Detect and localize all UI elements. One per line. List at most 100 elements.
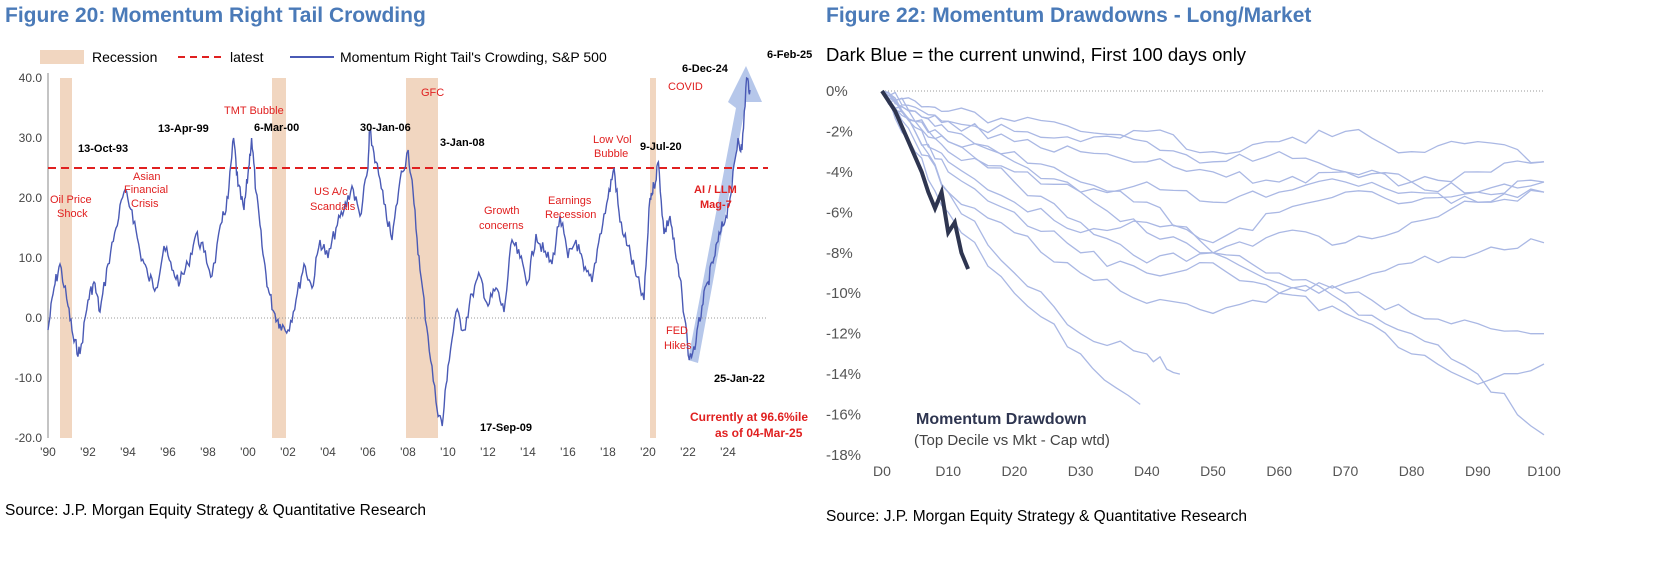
left-y-tick-label: 30.0 (19, 131, 43, 145)
left-x-tick-label: '04 (320, 445, 336, 459)
right-y-tick-label: 0% (826, 83, 848, 100)
ann-gfc: GFC (421, 87, 444, 99)
inner-subtitle: (Top Decile vs Mkt - Cap wtd) (914, 432, 1110, 449)
left-source: Source: J.P. Morgan Equity Strategy & Qu… (5, 502, 427, 519)
legend-recession-label: Recession (92, 49, 157, 65)
ann-growth: Growth (484, 205, 519, 217)
recession-band-3 (650, 78, 656, 438)
left-x-tick-label: '20 (640, 445, 656, 459)
left-axes: 40.0 30.0 20.0 10.0 0.0 -10.0 -20.0'90 '92 '94 '9… (15, 71, 768, 459)
historical-drawdown-line (881, 90, 1545, 244)
legend-recession-swatch (40, 50, 84, 64)
trend-arrow (688, 66, 762, 363)
left-x-tick-label: '90 (40, 445, 56, 459)
left-annotations: 13-Oct-93 13-Apr-99 6-Mar-00 30-Jan-06 3… (50, 49, 812, 440)
historical-drawdown-line (881, 90, 1545, 205)
ann-6-mar-00: 6-Mar-00 (254, 122, 299, 134)
historical-drawdown-line (881, 90, 1545, 385)
right-y-tick-label: -8% (826, 245, 853, 262)
left-chart-title: Figure 20: Momentum Right Tail Crowding (5, 4, 426, 27)
right-chart-title: Figure 22: Momentum Drawdowns - Long/Mar… (826, 4, 1312, 27)
ann-6-feb-25: 6-Feb-25 (767, 49, 812, 61)
historical-drawdown-line (881, 90, 1545, 164)
right-y-tick-label: -12% (826, 326, 861, 343)
historical-drawdown-line (881, 90, 1545, 184)
historical-drawdown-line (881, 90, 1545, 264)
left-x-tick-label: '18 (600, 445, 616, 459)
right-y-tick-label: -4% (826, 164, 853, 181)
left-x-tick-label: '10 (440, 445, 456, 459)
right-lines (880, 89, 1545, 436)
ann-hikes: Hikes (664, 340, 692, 352)
left-x-tick-label: '02 (280, 445, 296, 459)
left-x-tick-label: '24 (720, 445, 736, 459)
ann-asian: Asian (133, 171, 161, 183)
ann-mag-7: Mag-7 (700, 199, 732, 211)
right-x-tick-label: D50 (1200, 463, 1226, 479)
left-legend: Recession latest Momentum Right Tail's C… (40, 49, 607, 65)
left-x-tick-label: '22 (680, 445, 696, 459)
right-y-tick-label: -10% (826, 285, 861, 302)
crowding-series-line (47, 76, 751, 427)
ann-recession: Recession (545, 209, 596, 221)
left-x-tick-label: '16 (560, 445, 576, 459)
legend-series-label: Momentum Right Tail's Crowding, S&P 500 (340, 49, 607, 65)
ann-earnings: Earnings (548, 195, 592, 207)
left-lines (47, 76, 751, 427)
trend-arrow-shape (688, 66, 762, 363)
right-x-tick-label: D20 (1002, 463, 1028, 479)
right-y-tick-label: -18% (826, 447, 861, 464)
left-y-tick-label: -10.0 (15, 371, 43, 385)
current-unwind-line (880, 89, 970, 270)
ann-as-of: as of 04-Mar-25 (715, 426, 803, 440)
ann-us-ac: US A/c (314, 186, 348, 198)
left-y-tick-label: 0.0 (25, 311, 42, 325)
left-y-tick-label: -20.0 (15, 431, 43, 445)
right-x-tick-label: D100 (1527, 463, 1561, 479)
ann-financial: Financial (124, 184, 168, 196)
ann-fed: FED (666, 325, 688, 337)
right-chart-subtitle: Dark Blue = the current unwind, First 10… (826, 44, 1247, 65)
ann-crisis: Crisis (131, 198, 159, 210)
ann-30-jan-06: 30-Jan-06 (360, 122, 411, 134)
right-x-tick-label: D80 (1399, 463, 1425, 479)
ann-3-jan-08: 3-Jan-08 (440, 137, 485, 149)
recession-band-2 (406, 78, 438, 438)
right-y-tick-label: -2% (826, 123, 853, 140)
right-y-tick-label: -6% (826, 204, 853, 221)
ann-low-vol: Low Vol (593, 134, 632, 146)
right-x-tick-label: D70 (1333, 463, 1359, 479)
right-x-tick-label: D30 (1068, 463, 1094, 479)
ann-9-jul-20: 9-Jul-20 (640, 141, 682, 153)
ann-6-dec-24: 6-Dec-24 (682, 63, 729, 75)
left-y-tick-label: 40.0 (19, 71, 43, 85)
historical-drawdown-line (881, 90, 1141, 405)
ann-oil-price: Oil Price (50, 194, 92, 206)
ann-17-sep-09: 17-Sep-09 (480, 422, 532, 434)
right-x-tick-label: D90 (1465, 463, 1491, 479)
ann-shock: Shock (57, 208, 88, 220)
legend-latest-label: latest (230, 49, 264, 65)
right-x-tick-label: D60 (1266, 463, 1292, 479)
left-y-tick-label: 20.0 (19, 191, 43, 205)
right-y-tick-label: -14% (826, 366, 861, 383)
left-chart: Recession latest Momentum Right Tail's C… (15, 49, 813, 459)
recession-band-0 (60, 78, 72, 438)
right-axes: 0% -2% -4% -6% -8% -10% -12% -14% -16% -18% D0 D10 D… (826, 83, 1561, 479)
left-y-tick-label: 10.0 (19, 251, 43, 265)
left-x-tick-label: '06 (360, 445, 376, 459)
ann-concerns: concerns (479, 220, 524, 232)
left-x-tick-label: '00 (240, 445, 256, 459)
right-x-tick-label: D10 (935, 463, 961, 479)
right-x-tick-label: D0 (873, 463, 891, 479)
recession-bands (60, 78, 656, 438)
left-x-tick-label: '96 (160, 445, 176, 459)
left-x-tick-label: '92 (80, 445, 96, 459)
ann-13-apr-99: 13-Apr-99 (158, 123, 209, 135)
right-chart: 0% -2% -4% -6% -8% -10% -12% -14% -16% -18% D0 D10 D… (826, 83, 1561, 479)
inner-title: Momentum Drawdown (916, 411, 1087, 428)
left-x-tick-label: '14 (520, 445, 536, 459)
ann-scandals: Scandals (310, 201, 356, 213)
historical-drawdown-line (881, 90, 1545, 436)
ann-bubble: Bubble (594, 148, 628, 160)
